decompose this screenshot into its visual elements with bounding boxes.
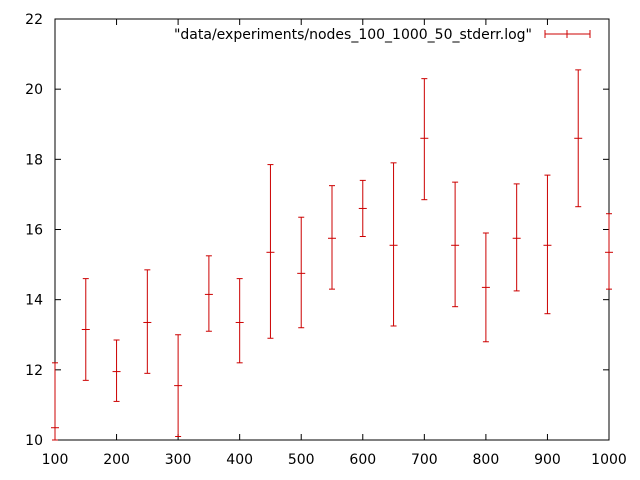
- legend-label: "data/experiments/nodes_100_1000_50_stde…: [174, 27, 532, 43]
- error-bar: [51, 362, 59, 441]
- axes: 100 200 300 400 500 600 700 800 900 1000 10 12 14 16 1…: [25, 12, 627, 468]
- error-bar: [481, 232, 490, 343]
- y-tick-label: 12: [25, 363, 43, 379]
- y-tick-label: 16: [25, 223, 43, 239]
- x-tick-label: 300: [165, 452, 192, 468]
- error-bar: [266, 164, 275, 339]
- y-tick-label: 20: [25, 82, 43, 98]
- error-bar: [235, 278, 244, 364]
- y-tick-label: 18: [25, 152, 43, 168]
- error-bar: [297, 216, 306, 329]
- error-bar: [204, 255, 213, 332]
- x-tick-label: 600: [349, 452, 376, 468]
- x-tick-label: 400: [226, 452, 253, 468]
- y-tick-label: 22: [25, 12, 43, 28]
- x-tick-label: 500: [288, 452, 315, 468]
- x-tick-label: 200: [103, 452, 130, 468]
- error-bar: [451, 181, 460, 308]
- error-bar-series: [51, 69, 613, 441]
- x-tick-label: 100: [42, 452, 69, 468]
- legend: "data/experiments/nodes_100_1000_50_stde…: [174, 27, 591, 43]
- y-tick-label: 14: [25, 293, 43, 309]
- error-bar: [358, 179, 367, 238]
- x-tick-label: 1000: [591, 452, 627, 468]
- x-tick-label: 900: [534, 452, 561, 468]
- error-bar: [328, 185, 336, 290]
- error-bar: [420, 78, 429, 201]
- y-tick-label: 10: [25, 433, 43, 449]
- error-bar: [143, 269, 152, 374]
- error-bar: [605, 213, 613, 290]
- error-bar: [512, 183, 521, 292]
- error-bar: [81, 278, 90, 381]
- x-tick-label: 800: [473, 452, 500, 468]
- error-bar: [543, 174, 552, 315]
- x-tick-label: 700: [411, 452, 438, 468]
- error-bar: [574, 69, 583, 208]
- error-bar: [112, 339, 121, 402]
- error-bar: [389, 162, 398, 327]
- error-bar: [174, 334, 183, 437]
